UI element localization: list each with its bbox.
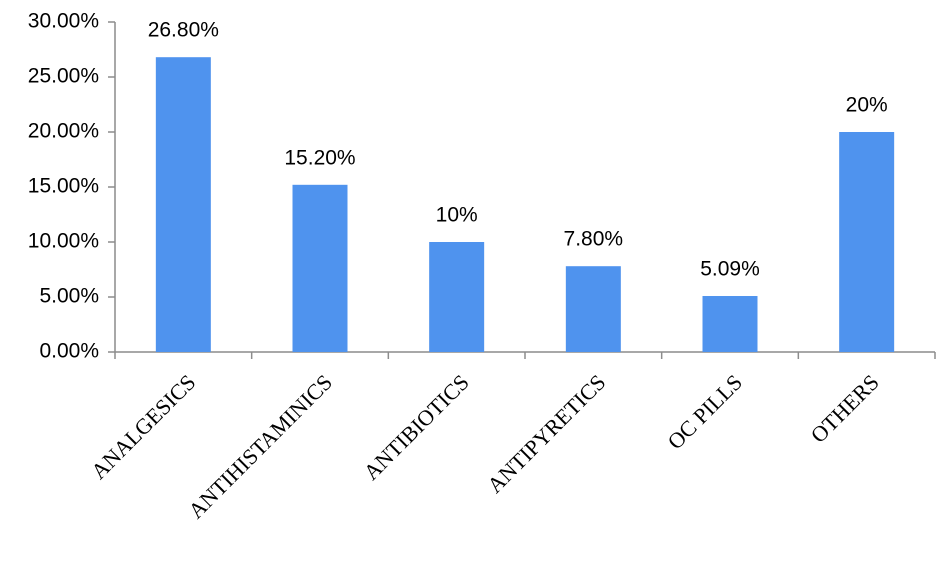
y-tick-label: 30.00% — [28, 10, 99, 33]
y-tick-label: 0.00% — [39, 340, 99, 363]
x-tick-label: OTHERS — [806, 369, 884, 447]
bar — [155, 57, 211, 352]
value-label: 15.20% — [284, 146, 355, 169]
bar — [429, 242, 485, 352]
x-tick-label: ANALGESICS — [86, 369, 200, 483]
x-tick-label: OC PILLS — [662, 369, 747, 454]
value-label: 7.80% — [564, 228, 624, 251]
x-tick-label: ANTIHISTAMINICS — [183, 369, 337, 523]
value-label: 20% — [846, 94, 888, 117]
bar — [565, 266, 621, 352]
y-tick-label: 5.00% — [39, 285, 99, 308]
y-tick-label: 10.00% — [28, 230, 99, 253]
x-tick-label: ANTIPYRETICS — [482, 369, 610, 497]
bar — [702, 296, 758, 352]
value-label: 5.09% — [700, 258, 760, 281]
value-label: 26.80% — [148, 19, 219, 42]
bar — [839, 132, 895, 352]
y-tick-label: 25.00% — [28, 65, 99, 88]
y-tick-label: 15.00% — [28, 175, 99, 198]
bar — [292, 184, 348, 352]
x-tick-label: ANTIBIOTICS — [358, 369, 473, 484]
y-tick-label: 20.00% — [28, 120, 99, 143]
value-label: 10% — [436, 204, 478, 227]
